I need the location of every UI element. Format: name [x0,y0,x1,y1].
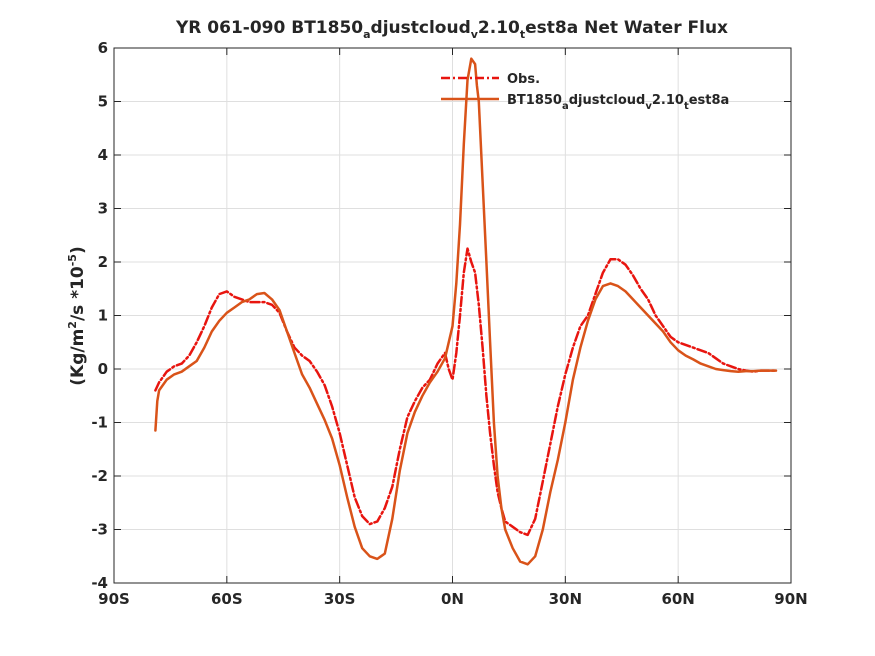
x-tick-label: 30S [324,590,356,608]
subscript-text: v [645,101,652,112]
x-tick-label: 0N [441,590,464,608]
series-line-model [154,57,778,566]
text-part: est8a Net Water Flux [525,18,728,38]
y-tick-label: -4 [91,574,108,592]
y-tick-label: 1 [98,307,108,325]
legend-entry-label: Obs. [507,72,540,87]
y-tick-label: -3 [91,521,108,539]
plot-lines [154,57,778,566]
series-line-obs [154,247,778,537]
x-tick-label: 30N [549,590,582,608]
y-tick-label: 2 [98,253,108,271]
x-tick-label: 90N [774,590,807,608]
axis-tick-labels: 90S 60S 30S 0N 30N 60N 90N -4 -3 -2 -1 0 1 2 3 4 5 6 [91,39,807,608]
x-tick-label: 60N [661,590,694,608]
superscript-text: -5 [66,254,79,266]
subscript-text: v [471,28,479,41]
y-tick-label: -1 [91,414,108,432]
text-part: YR 061-090 BT1850 [175,18,363,38]
subscript-text: t [520,28,525,41]
text-part: BT1850 [507,93,562,108]
chart-title: YR 061-090 BT1850adjustcloudv2.10test8a … [175,18,728,41]
y-tick-label: 0 [98,360,108,378]
superscript-text: 2 [66,321,79,329]
text-part: ) [68,246,88,254]
text-part: (Kg/m [68,329,88,386]
x-tick-label: 60S [211,590,243,608]
y-tick-label: 3 [98,200,108,218]
y-axis-label: (Kg/m2/s *10-5) [66,246,88,386]
axis-ticks [113,47,792,584]
text-part: djustcloud [371,18,471,38]
text-part: djustcloud [569,93,646,108]
x-tick-label: 90S [98,590,130,608]
y-tick-label: -2 [91,467,108,485]
y-tick-label: 5 [98,93,108,111]
grid [114,48,791,583]
y-tick-label: 6 [98,39,108,57]
y-tick-label: 4 [98,146,108,164]
legend-entry-label: BT1850adjustcloudv2.10test8a [507,93,729,112]
text-part: 2.10 [478,18,520,38]
text-part: /s *10 [68,266,88,321]
subscript-text: a [562,101,569,112]
text-part: est8a [689,93,730,108]
legend: Obs. BT1850adjustcloudv2.10test8a [441,72,729,112]
subscript-text: a [363,28,370,41]
text-part: 2.10 [652,93,684,108]
text-part: Obs. [507,72,540,87]
subscript-text: t [684,101,689,112]
